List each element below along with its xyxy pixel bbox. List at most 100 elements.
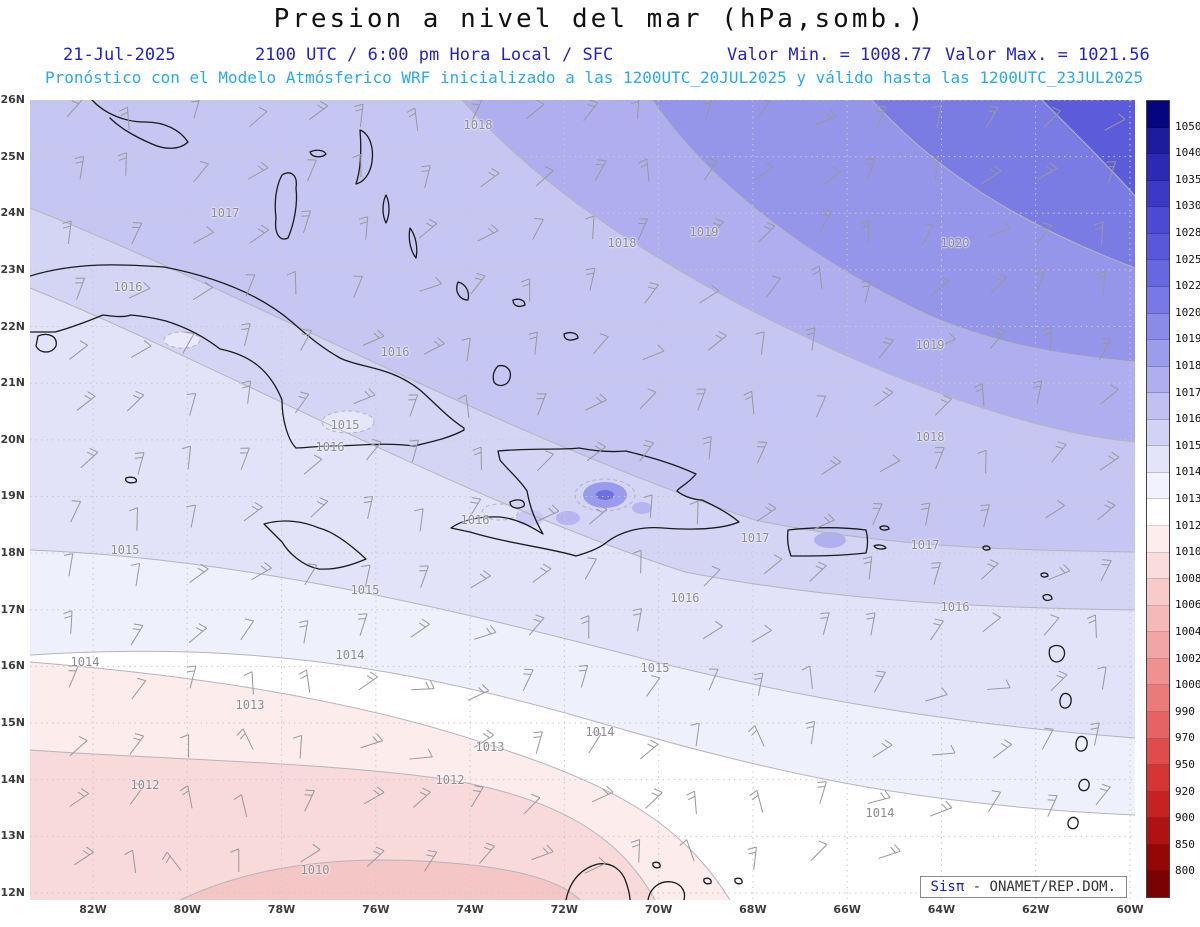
- colorbar-tick-label: 1018: [1175, 359, 1200, 372]
- isobar-label: 1014: [335, 648, 365, 662]
- colorbar-tick-label: 1022: [1175, 279, 1200, 293]
- colorbar-tick-label: 1014: [1175, 465, 1200, 479]
- colorbar-tick-label: 1019: [1175, 332, 1200, 346]
- onamet-credit: - ONAMET/REP.DOM.: [972, 879, 1116, 895]
- isobar-label: 1014: [585, 725, 615, 739]
- colorbar: [1146, 100, 1170, 898]
- colorbar-segment: [1147, 765, 1169, 792]
- colorbar-tick-label: 1020: [1175, 305, 1200, 319]
- lon-tick-label: 66W: [833, 903, 861, 916]
- colorbar-tick-label: 850: [1175, 837, 1195, 851]
- colorbar-labels: 1050 1040 1035 1030 1028 1025 1022 1020 1019 1018…: [1175, 100, 1200, 898]
- colorbar-tick-label: 1006: [1175, 598, 1200, 612]
- lon-tick-label: 62W: [1021, 903, 1050, 916]
- lat-tick-label: 25N: [0, 149, 25, 163]
- colorbar-segment: [1147, 286, 1169, 314]
- colorbar-tick-label: 1000: [1175, 678, 1200, 692]
- longitude-axis: 82W 80W 78W 76W 74W 72W 70W 68W 66W 64W 62W 60W: [30, 903, 1143, 921]
- isobar-label: 1017: [910, 538, 940, 552]
- colorbar-tick-label: 1025: [1175, 252, 1200, 266]
- lat-tick-label: 13N: [0, 829, 25, 843]
- isobar-label: 1016: [380, 345, 410, 359]
- isobar-label: 1015: [110, 543, 140, 557]
- lat-tick-label: 26N: [0, 93, 25, 106]
- isobar-label: 1018: [463, 118, 493, 132]
- colorbar-segment: [1147, 791, 1169, 819]
- valid-time: 2100 UTC / 6:00 pm Hora Local / SFC: [255, 45, 614, 65]
- valid-date: 21-Jul-2025: [63, 45, 176, 65]
- page-title: Presion a nivel del mar (hPa,somb.): [273, 4, 927, 34]
- colorbar-segment: [1147, 260, 1169, 287]
- colorbar-tick-label: 1050: [1175, 119, 1200, 133]
- lon-tick-label: 68W: [739, 903, 767, 916]
- pressure-shading-layer: [30, 100, 1135, 900]
- isobar-label: 1019: [915, 338, 945, 352]
- lon-tick-label: 64W: [927, 903, 956, 916]
- isobar-label: 1015: [350, 583, 380, 597]
- lon-tick-label: 82W: [79, 903, 107, 916]
- colorbar-segment: [1147, 871, 1169, 897]
- lat-tick-label: 23N: [0, 262, 25, 276]
- isobar-label: 1013: [475, 740, 505, 754]
- lat-tick-label: 12N: [0, 885, 25, 899]
- colorbar-segment: [1147, 658, 1169, 686]
- colorbar-tick-label: 1035: [1175, 172, 1200, 186]
- colorbar-tick-label: 1028: [1175, 226, 1200, 239]
- lat-tick-label: 15N: [0, 716, 25, 730]
- isobar-label: 1014: [70, 655, 100, 669]
- colorbar-segment: [1147, 419, 1169, 447]
- colorbar-segment: [1147, 844, 1169, 872]
- colorbar-tick-label: 1008: [1175, 571, 1200, 585]
- colorbar-tick-label: 1015: [1175, 438, 1200, 452]
- isobar-label: 1016: [670, 591, 700, 605]
- colorbar-tick-label: 800: [1175, 864, 1195, 878]
- isobar-label: 1017: [210, 206, 240, 220]
- lon-tick-label: 80W: [173, 903, 201, 916]
- colorbar-tick-label: 1010: [1175, 545, 1200, 559]
- colorbar-segment: [1147, 101, 1169, 128]
- colorbar-tick-label: 900: [1175, 811, 1195, 825]
- lon-tick-label: 70W: [644, 903, 673, 916]
- latitude-axis: 26N 25N 24N 23N 22N 21N 20N 19N 18N 17N 16N 15N 14N 1…: [0, 93, 28, 900]
- credit-badge: Sisπ - ONAMET/REP.DOM.: [919, 876, 1127, 898]
- colorbar-segment: [1147, 154, 1169, 181]
- colorbar-tick-label: 1017: [1175, 385, 1200, 399]
- map-canvas: 1018 1017 1016 1018 1019 1020 1019 1016 1015 1016…: [30, 100, 1135, 900]
- colorbar-segment: [1147, 526, 1169, 553]
- colorbar-segment: [1147, 207, 1169, 234]
- colorbar-tick-label: 1013: [1175, 492, 1200, 505]
- colorbar-tick-label: 1016: [1175, 412, 1200, 426]
- isobar-label: 1012: [130, 778, 160, 792]
- lon-tick-label: 72W: [550, 903, 579, 916]
- isobar-label: 1016: [113, 280, 143, 294]
- colorbar-segment: [1147, 711, 1169, 739]
- isobar-label: 1016: [940, 600, 970, 614]
- colorbar-segment: [1147, 233, 1169, 261]
- colorbar-segment: [1147, 579, 1169, 606]
- colorbar-segment: [1147, 366, 1169, 394]
- colorbar-segment: [1147, 472, 1169, 500]
- lat-tick-label: 24N: [0, 206, 25, 220]
- isobar-label: 1014: [865, 806, 895, 820]
- colorbar-segment: [1147, 446, 1169, 473]
- colorbar-tick-label: 1012: [1175, 518, 1200, 532]
- lon-tick-label: 74W: [456, 903, 484, 916]
- isobar-label: 1010: [300, 863, 330, 877]
- colorbar-segment: [1147, 180, 1169, 208]
- colorbar-segment: [1147, 738, 1169, 766]
- colorbar-segment: [1147, 313, 1169, 341]
- isobar-label: 1019: [689, 225, 719, 239]
- lon-tick-label: 78W: [267, 903, 296, 916]
- lat-tick-label: 21N: [0, 376, 25, 390]
- isobar-label: 1018: [915, 430, 945, 444]
- isobar-label: 1018: [607, 236, 637, 250]
- lon-tick-label: 76W: [362, 903, 390, 916]
- colorbar-tick-label: 1002: [1175, 651, 1200, 665]
- isobar-label: 1015: [330, 418, 360, 432]
- colorbar-segment: [1147, 127, 1169, 155]
- max-value-label: Valor Max. = 1021.56: [945, 45, 1150, 65]
- isobar-label: 1020: [940, 236, 970, 250]
- colorbar-tick-label: 1040: [1175, 146, 1200, 160]
- isobar-label: 1015: [640, 661, 670, 675]
